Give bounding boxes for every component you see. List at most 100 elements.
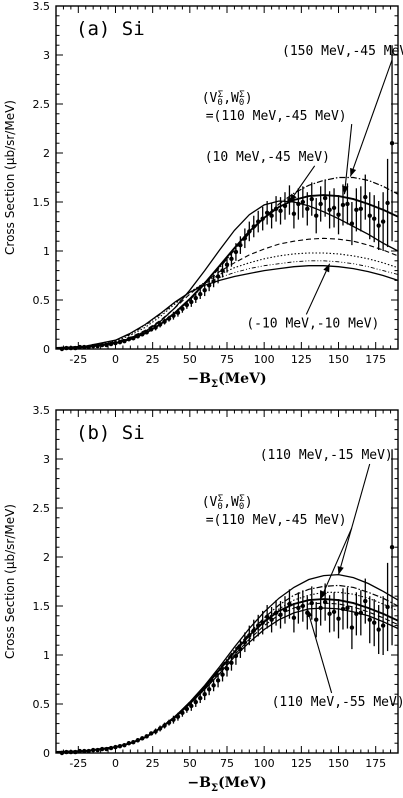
data-point: [131, 740, 136, 745]
data-point: [193, 699, 198, 705]
data-point: [180, 710, 185, 716]
y-tick-label: 2.5: [33, 502, 51, 515]
annotation-arrow: [343, 123, 353, 195]
data-point: [171, 313, 176, 318]
x-tick-label: -25: [69, 353, 87, 366]
data-point: [247, 229, 252, 234]
annotation-arrowhead: [289, 193, 297, 202]
data-point: [229, 256, 234, 262]
y-tick-label: 1: [43, 649, 50, 662]
series-line-5: [55, 252, 399, 349]
data-point: [273, 610, 279, 616]
x-tick-label: 75: [220, 757, 234, 770]
y-axis-title: Cross Section (μb/sr/MeV): [3, 504, 17, 659]
annotation-arrowhead: [306, 608, 313, 618]
annotation-symbol-part: Σ: [218, 90, 223, 100]
data-point: [314, 213, 319, 218]
data-point: [372, 620, 377, 625]
data-point: [345, 605, 350, 611]
data-point: [175, 714, 181, 719]
data-point: [327, 611, 332, 617]
annotation-arrow: [306, 608, 333, 694]
x-tick-label: 100: [254, 757, 275, 770]
data-point: [233, 653, 239, 659]
annotation-arrowhead: [323, 263, 330, 273]
data-point: [86, 748, 91, 754]
y-tick-label: 2: [43, 147, 50, 160]
data-point: [385, 604, 390, 610]
annotation-3: (110 MeV,-55 MeV): [272, 608, 403, 710]
data-point: [376, 223, 381, 228]
annotation-symbol-part: ): [245, 91, 253, 106]
panel-label: (b) Si: [76, 422, 145, 444]
x-tick-label: 25: [146, 757, 160, 770]
x-axis-title-suffix: (MeV): [218, 775, 267, 791]
data-point: [211, 683, 216, 688]
y-tick-label: 0.5: [33, 294, 51, 307]
data-point: [233, 249, 239, 255]
x-tick-label: 125: [291, 353, 312, 366]
data-point: [135, 738, 140, 743]
data-point: [202, 692, 207, 697]
data-point: [349, 221, 355, 226]
panel-label: (a) Si: [76, 18, 145, 40]
annotation-3: (10 MeV,-45 MeV): [205, 150, 330, 203]
y-tick-label: 3: [43, 453, 50, 466]
data-point: [309, 600, 314, 606]
data-point: [202, 288, 207, 293]
annotation-arrowhead: [342, 185, 349, 195]
data-point: [215, 274, 221, 279]
data-point: [354, 207, 359, 213]
y-tick-label: 0.5: [33, 698, 51, 711]
data-point: [247, 633, 252, 638]
series-line-7: [55, 265, 399, 349]
data-point: [198, 695, 203, 701]
data-point: [331, 205, 337, 211]
data-point: [242, 236, 248, 241]
annotation-arrowhead: [350, 167, 357, 177]
data-point: [380, 219, 386, 224]
data-point: [256, 219, 261, 224]
data-point: [296, 201, 301, 207]
data-point: [291, 615, 297, 620]
data-point: [336, 212, 341, 217]
data-point: [162, 319, 167, 324]
annotation-text: =(110 MeV,-45 MeV): [206, 109, 347, 124]
y-tick-label: 3.5: [33, 404, 51, 417]
annotation-arrow: [305, 263, 331, 315]
annotation-symbol-part: Σ: [239, 494, 244, 504]
data-point: [166, 720, 172, 725]
y-tick-label: 3: [43, 49, 50, 62]
annotation-2: (V0Σ,W0Σ)=(110 MeV,-45 MeV): [202, 494, 353, 600]
annotation-symbol-part: ,W: [223, 91, 239, 106]
y-tick-label: 1.5: [33, 196, 51, 209]
annotation-arrow: [320, 527, 353, 600]
annotation-symbol-part: 0: [239, 98, 244, 108]
data-point: [166, 316, 172, 321]
data-point: [345, 201, 350, 207]
data-point: [86, 344, 91, 350]
y-axis-title: Cross Section (μb/sr/MeV): [3, 100, 17, 255]
data-point: [305, 206, 310, 212]
data-point: [193, 295, 198, 301]
series-line-6: [55, 260, 399, 349]
data-point: [153, 325, 158, 330]
data-point: [126, 741, 132, 746]
data-point: [215, 678, 221, 683]
y-tick-label: 3.5: [33, 0, 51, 13]
data-point: [340, 202, 346, 208]
x-tick-label: -25: [69, 757, 87, 770]
panel-b: -25 0 25 50 75 100 125 150 175 0 0.5 1 1.5 2 2.5 3 3.5 Cr…: [3, 404, 403, 794]
data-point: [367, 617, 372, 622]
data-point: [296, 605, 301, 611]
series-line-4: [55, 237, 399, 349]
data-point: [385, 200, 390, 206]
data-point: [363, 194, 368, 200]
x-tick-label: 25: [146, 353, 160, 366]
data-point: [95, 747, 100, 753]
data-point: [358, 206, 364, 212]
data-point: [162, 723, 167, 728]
x-tick-label: 150: [328, 757, 349, 770]
series-line-6: [55, 607, 399, 753]
x-tick-label: 175: [365, 353, 386, 366]
